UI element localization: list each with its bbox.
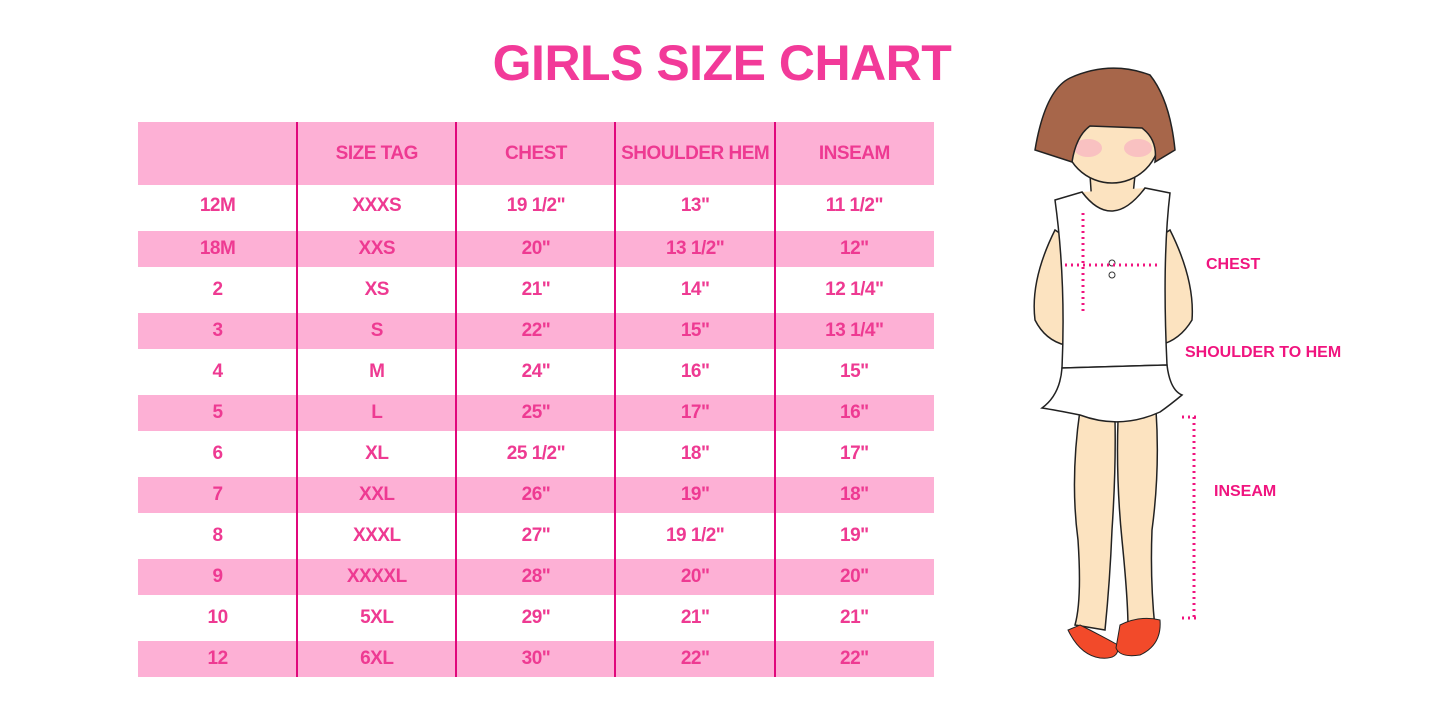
table-row: 18M XXS 20" 13 1/2" 12" <box>138 231 934 267</box>
table-row: 9 XXXXL 28" 20" 20" <box>138 559 934 595</box>
header-cell: SIZE TAG <box>335 142 419 164</box>
table-cell: 16" <box>680 361 710 382</box>
table-cell: 24" <box>521 361 551 382</box>
table-cell: 22" <box>680 648 710 669</box>
table-row: 7 XXL 26" 19" 18" <box>138 477 934 513</box>
table-cell: XXL <box>359 484 395 505</box>
table-cell: 3 <box>212 320 224 341</box>
table-cell: 25" <box>521 402 551 423</box>
table-cell: 11 1/2" <box>825 194 884 216</box>
table-cell: 5 <box>212 402 224 423</box>
table-cell: 14" <box>680 279 710 300</box>
table-cell: 21" <box>680 607 710 628</box>
table-cell: XXXS <box>352 194 402 216</box>
header-cell: SHOULDER HEM <box>621 142 770 164</box>
table-cell: 29" <box>521 607 551 628</box>
table-cell: 16" <box>840 402 869 423</box>
table-cell: 12M <box>199 194 236 216</box>
table-cell: 13" <box>680 194 710 216</box>
table-cell: 26" <box>521 484 551 505</box>
table-cell: 28" <box>521 566 551 587</box>
table-cell: 22" <box>840 648 869 669</box>
table-row: 3 S 22" 15" 13 1/4" <box>138 313 934 349</box>
table-row: 10 5XL 29" 21" 21" <box>138 600 934 636</box>
table-cell: 12 <box>207 648 229 669</box>
size-chart-table: SIZE TAG CHEST SHOULDER HEM INSEAM 12M XX… <box>138 122 934 677</box>
table-cell: 19 1/2" <box>506 194 566 216</box>
table-header: SIZE TAG CHEST SHOULDER HEM INSEAM <box>138 122 934 185</box>
table-cell: XXXL <box>352 525 401 546</box>
table-cell: 19" <box>680 484 710 505</box>
table-cell: 20" <box>840 566 869 587</box>
table-cell: 15" <box>680 320 710 341</box>
table-cell: 8 <box>212 525 224 546</box>
inseam-label: INSEAM <box>1214 483 1277 500</box>
table-cell: 12" <box>840 238 869 259</box>
table-cell: 27" <box>521 525 551 546</box>
table-cell: 15" <box>840 361 869 382</box>
page-title: GIRLS SIZE CHART <box>492 35 952 91</box>
table-row: 4 M 24" 16" 15" <box>138 354 934 390</box>
shoulder-to-hem-label: SHOULDER TO HEM <box>1185 344 1342 361</box>
chest-label: CHEST <box>1206 256 1261 273</box>
table-cell: M <box>369 361 385 382</box>
table-row: 8 XXXL 27" 19 1/2" 19" <box>138 518 934 554</box>
table-cell: XXS <box>358 238 396 259</box>
column-divider <box>614 122 616 677</box>
table-row: 5 L 25" 17" 16" <box>138 395 934 431</box>
header-cell: CHEST <box>505 142 567 164</box>
table-cell: 5XL <box>360 607 394 628</box>
table-cell: 6XL <box>360 648 394 669</box>
table-cell: 30" <box>521 648 551 669</box>
table-cell: 25 1/2" <box>506 443 566 464</box>
table-row: 6 XL 25 1/2" 18" 17" <box>138 436 934 472</box>
table-cell: 6 <box>212 443 224 464</box>
table-cell: 12 1/4" <box>825 279 884 300</box>
header-cell: INSEAM <box>818 142 890 164</box>
table-cell: XL <box>365 443 389 464</box>
table-cell: 17" <box>680 402 710 423</box>
table-cell: 18" <box>680 443 710 464</box>
table-cell: 13 1/4" <box>825 320 884 341</box>
table-cell: 20" <box>521 238 551 259</box>
table-cell: 4 <box>212 361 224 382</box>
table-cell: L <box>371 402 383 423</box>
column-divider <box>774 122 776 677</box>
table-cell: 19" <box>840 525 869 546</box>
table-cell: 10 <box>207 607 229 628</box>
table-cell: 17" <box>840 443 869 464</box>
table-cell: S <box>370 320 384 341</box>
table-row: 2 XS 21" 14" 12 1/4" <box>138 272 934 308</box>
column-divider <box>455 122 457 677</box>
table-cell: 21" <box>840 607 869 628</box>
table-cell: 13 1/2" <box>665 238 725 259</box>
table-row: 12 6XL 30" 22" 22" <box>138 641 934 677</box>
table-cell: XXXXL <box>346 566 407 587</box>
table-cell: XS <box>364 279 390 300</box>
table-cell: 9 <box>212 566 224 587</box>
table-cell: 19 1/2" <box>665 525 725 546</box>
column-divider <box>296 122 298 677</box>
girl-illustration <box>1033 67 1200 659</box>
table-cell: 7 <box>212 484 224 505</box>
table-cell: 22" <box>521 320 551 341</box>
table-row: 12M XXXS 19 1/2" 13" 11 1/2" <box>138 185 934 226</box>
table-cell: 18" <box>840 484 869 505</box>
table-cell: 18M <box>199 238 236 259</box>
table-cell: 20" <box>680 566 710 587</box>
table-cell: 21" <box>521 279 551 300</box>
table-cell: 2 <box>212 279 224 300</box>
